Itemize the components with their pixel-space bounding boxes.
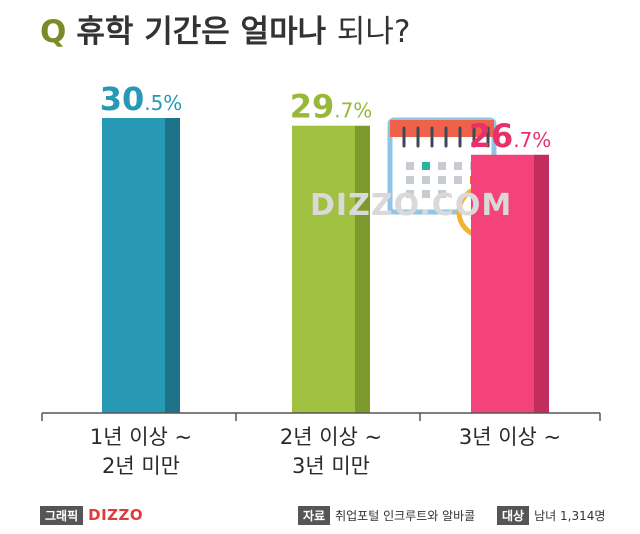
target-tag: 대상 [497,506,530,525]
source-text: 취업포털 인크루트와 알바콜 [335,509,476,523]
bar-2 [292,125,355,413]
brand-logo: DIZZO [88,506,144,524]
value-label-3: 26.7% [469,117,552,155]
bar-1-side [165,118,180,413]
watermark: DIZZO.COM [310,188,513,223]
value-label-2: 29.7% [290,88,373,126]
chart-title: Q 휴학 기간은 얼마나 되나? [40,6,410,51]
category-label-2-line-1: 2년 이상 ~ [279,425,383,449]
x-axis [41,412,601,421]
category-label-2-line-2: 3년 미만 [292,454,370,478]
category-label-1-line-2: 2년 미만 [102,454,180,478]
footer-target: 대상 남녀 1,314명 [497,506,605,525]
question-mark: Q [40,14,67,50]
graphic-tag: 그래픽 [40,506,84,525]
bar-3-side [534,154,549,414]
bar-3 [471,154,534,414]
category-label-1-line-1: 1년 이상 ~ [89,425,193,449]
footer-graphic: 그래픽 DIZZO [40,506,143,525]
value-label-1: 30.5% [100,80,183,118]
target-text: 남녀 1,314명 [534,509,606,523]
category-label-1: 1년 이상 ~ 2년 미만 [46,423,236,481]
bar-2-side [355,125,370,413]
source-tag: 자료 [298,506,331,525]
bar-1 [102,118,165,413]
category-label-3: 3년 이상 ~ [415,423,605,452]
category-label-2: 2년 이상 ~ 3년 미만 [236,423,426,481]
title-main: 휴학 기간은 얼마나 [76,14,327,50]
category-label-3-line-1: 3년 이상 ~ [458,425,562,449]
title-light: 되나? [336,14,411,50]
footer-source: 자료 취업포털 인크루트와 알바콜 [298,506,475,525]
